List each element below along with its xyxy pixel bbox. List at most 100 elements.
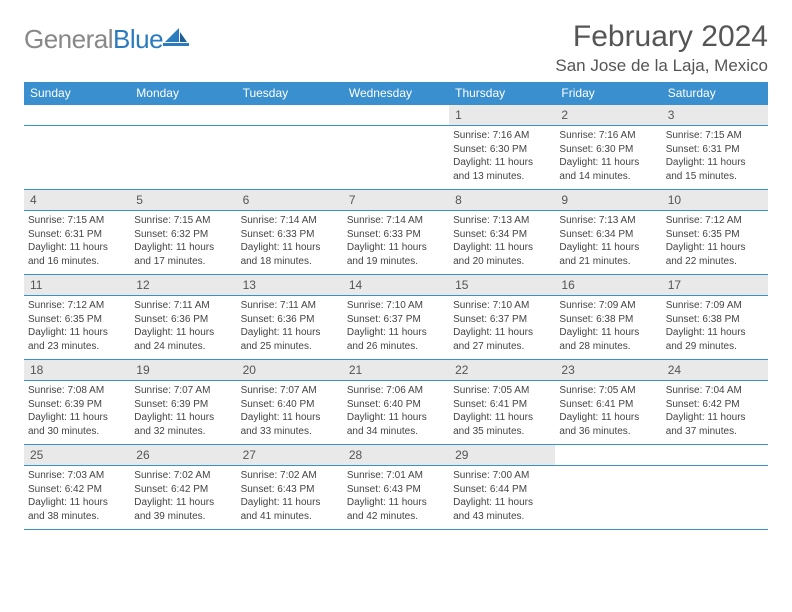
day-cell: Sunrise: 7:04 AMSunset: 6:42 PMDaylight:… [662,381,768,445]
day-number: 29 [449,445,555,466]
dow-header: Wednesday [343,82,449,105]
sunset-line: Sunset: 6:33 PM [241,228,339,242]
day-cell: Sunrise: 7:15 AMSunset: 6:31 PMDaylight:… [24,211,130,275]
day-cell [237,126,343,190]
daylight-line: Daylight: 11 hours and 43 minutes. [453,496,551,523]
day-cell: Sunrise: 7:13 AMSunset: 6:34 PMDaylight:… [449,211,555,275]
day-cell: Sunrise: 7:12 AMSunset: 6:35 PMDaylight:… [24,296,130,360]
detail-row: Sunrise: 7:03 AMSunset: 6:42 PMDaylight:… [24,466,768,530]
daylight-line: Daylight: 11 hours and 41 minutes. [241,496,339,523]
day-number [343,105,449,126]
daylight-line: Daylight: 11 hours and 37 minutes. [666,411,764,438]
daylight-line: Daylight: 11 hours and 28 minutes. [559,326,657,353]
sunrise-line: Sunrise: 7:11 AM [134,299,232,313]
detail-row: Sunrise: 7:15 AM Sunset: 6:31 PM Daylight:… [24,211,768,275]
day-cell: Sunrise: 7:02 AMSunset: 6:42 PMDaylight:… [130,466,236,530]
sunrise-line: Sunrise: 7:04 AM [666,384,764,398]
sunset-line: Sunset: 6:31 PM [28,228,126,242]
sunset-line: Sunset: 6:30 PM [453,143,551,157]
daylight-line: Daylight: 11 hours and 17 minutes. [134,241,232,268]
sunset-line: Sunset: 6:34 PM [559,228,657,242]
sunrise-line: Sunrise: 7:00 AM [453,469,551,483]
day-cell [555,466,661,530]
sunrise-line: Sunrise: 7:16 AM [559,129,657,143]
dow-header: Monday [130,82,236,105]
day-number: 17 [662,275,768,296]
sunset-line: Sunset: 6:44 PM [453,483,551,497]
day-cell: Sunrise: 7:07 AMSunset: 6:40 PMDaylight:… [237,381,343,445]
sunset-line: Sunset: 6:41 PM [559,398,657,412]
sunrise-line: Sunrise: 7:16 AM [453,129,551,143]
logo-sail-icon [163,26,189,48]
daynum-row: 123 [24,105,768,126]
sunset-line: Sunset: 6:36 PM [134,313,232,327]
day-number: 13 [237,275,343,296]
day-cell: Sunrise: 7:16 AMSunset: 6:30 PMDaylight:… [555,126,661,190]
day-number: 27 [237,445,343,466]
day-number: 16 [555,275,661,296]
day-number [130,105,236,126]
sunrise-line: Sunrise: 7:15 AM [134,214,232,228]
day-number: 19 [130,360,236,381]
daylight-line: Daylight: 11 hours and 13 minutes. [453,156,551,183]
day-number: 18 [24,360,130,381]
detail-row: Sunrise: 7:08 AMSunset: 6:39 PMDaylight:… [24,381,768,445]
sunset-line: Sunset: 6:43 PM [347,483,445,497]
daylight-line: Daylight: 11 hours and 24 minutes. [134,326,232,353]
daylight-line: Daylight: 11 hours and 21 minutes. [559,241,657,268]
sunrise-line: Sunrise: 7:10 AM [453,299,551,313]
sunrise-line: Sunrise: 7:02 AM [241,469,339,483]
day-cell: Sunrise: 7:05 AMSunset: 6:41 PMDaylight:… [449,381,555,445]
sunset-line: Sunset: 6:38 PM [559,313,657,327]
sunset-line: Sunset: 6:33 PM [347,228,445,242]
daylight-line: Daylight: 11 hours and 20 minutes. [453,241,551,268]
day-number: 23 [555,360,661,381]
sunset-line: Sunset: 6:37 PM [453,313,551,327]
bottom-rule [24,530,768,531]
day-cell: Sunrise: 7:12 AMSunset: 6:35 PMDaylight:… [662,211,768,275]
sunset-line: Sunset: 6:40 PM [241,398,339,412]
sunset-line: Sunset: 6:36 PM [241,313,339,327]
day-number [24,105,130,126]
sunrise-line: Sunrise: 7:12 AM [28,299,126,313]
day-cell: Sunrise: 7:09 AMSunset: 6:38 PMDaylight:… [555,296,661,360]
dow-header: Friday [555,82,661,105]
sunrise-line: Sunrise: 7:13 AM [453,214,551,228]
sunrise-line: Sunrise: 7:05 AM [453,384,551,398]
month-title: February 2024 [555,20,768,54]
sunset-line: Sunset: 6:38 PM [666,313,764,327]
dow-row: SundayMondayTuesdayWednesdayThursdayFrid… [24,82,768,105]
sunset-line: Sunset: 6:42 PM [134,483,232,497]
sunset-line: Sunset: 6:31 PM [666,143,764,157]
day-number: 24 [662,360,768,381]
day-cell: Sunrise: 7:01 AMSunset: 6:43 PMDaylight:… [343,466,449,530]
day-number: 12 [130,275,236,296]
sunset-line: Sunset: 6:35 PM [666,228,764,242]
day-number [662,445,768,466]
day-cell [24,126,130,190]
sunrise-line: Sunrise: 7:11 AM [241,299,339,313]
day-number: 6 [237,190,343,211]
daynum-row: 2526272829 [24,445,768,466]
daylight-line: Daylight: 11 hours and 23 minutes. [28,326,126,353]
sunrise-line: Sunrise: 7:14 AM [347,214,445,228]
sunset-line: Sunset: 6:37 PM [347,313,445,327]
daylight-line: Daylight: 11 hours and 39 minutes. [134,496,232,523]
day-number: 21 [343,360,449,381]
day-number: 11 [24,275,130,296]
daylight-line: Daylight: 11 hours and 29 minutes. [666,326,764,353]
sunrise-line: Sunrise: 7:01 AM [347,469,445,483]
sunrise-line: Sunrise: 7:06 AM [347,384,445,398]
sunset-line: Sunset: 6:40 PM [347,398,445,412]
day-cell: Sunrise: 7:05 AMSunset: 6:41 PMDaylight:… [555,381,661,445]
day-cell: Sunrise: 7:00 AMSunset: 6:44 PMDaylight:… [449,466,555,530]
day-number: 5 [130,190,236,211]
sunset-line: Sunset: 6:34 PM [453,228,551,242]
dow-header: Saturday [662,82,768,105]
day-cell: Sunrise: 7:13 AMSunset: 6:34 PMDaylight:… [555,211,661,275]
day-cell: Sunrise: 7:14 AMSunset: 6:33 PMDaylight:… [343,211,449,275]
day-number: 20 [237,360,343,381]
daylight-line: Daylight: 11 hours and 14 minutes. [559,156,657,183]
daynum-row: 11121314151617 [24,275,768,296]
daylight-line: Daylight: 11 hours and 36 minutes. [559,411,657,438]
